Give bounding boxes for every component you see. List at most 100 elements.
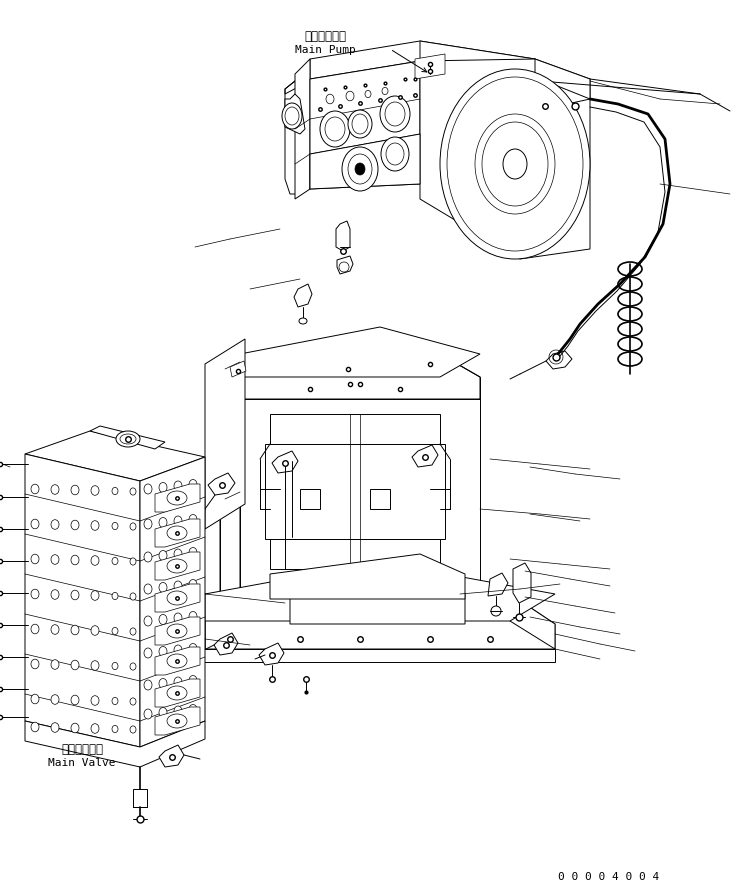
Ellipse shape bbox=[31, 485, 39, 494]
Ellipse shape bbox=[159, 615, 167, 625]
Ellipse shape bbox=[31, 625, 39, 634]
Polygon shape bbox=[460, 400, 480, 607]
Ellipse shape bbox=[189, 480, 197, 490]
Ellipse shape bbox=[130, 558, 136, 566]
Ellipse shape bbox=[159, 646, 167, 657]
Polygon shape bbox=[240, 327, 480, 377]
Ellipse shape bbox=[91, 661, 99, 670]
Polygon shape bbox=[155, 485, 200, 512]
Ellipse shape bbox=[189, 515, 197, 525]
Polygon shape bbox=[510, 595, 555, 649]
Polygon shape bbox=[140, 458, 205, 747]
Ellipse shape bbox=[130, 523, 136, 530]
Ellipse shape bbox=[71, 520, 79, 530]
Ellipse shape bbox=[51, 695, 59, 704]
Polygon shape bbox=[155, 618, 200, 645]
Polygon shape bbox=[420, 60, 590, 260]
Ellipse shape bbox=[174, 678, 182, 687]
Polygon shape bbox=[214, 633, 238, 655]
Polygon shape bbox=[290, 574, 465, 624]
Polygon shape bbox=[240, 400, 480, 595]
Ellipse shape bbox=[159, 483, 167, 493]
Ellipse shape bbox=[189, 644, 197, 654]
Polygon shape bbox=[175, 649, 555, 662]
Polygon shape bbox=[270, 539, 440, 569]
Ellipse shape bbox=[159, 583, 167, 593]
Ellipse shape bbox=[174, 645, 182, 655]
Polygon shape bbox=[285, 95, 305, 135]
Polygon shape bbox=[205, 562, 555, 621]
Ellipse shape bbox=[440, 70, 590, 260]
Polygon shape bbox=[155, 707, 200, 735]
Polygon shape bbox=[175, 595, 205, 662]
Ellipse shape bbox=[320, 112, 350, 148]
Ellipse shape bbox=[174, 517, 182, 527]
Ellipse shape bbox=[365, 91, 371, 98]
Ellipse shape bbox=[51, 590, 59, 600]
Text: Main Pump: Main Pump bbox=[294, 45, 356, 55]
Ellipse shape bbox=[71, 591, 79, 600]
Ellipse shape bbox=[112, 697, 118, 704]
Polygon shape bbox=[310, 62, 420, 190]
Polygon shape bbox=[535, 60, 590, 100]
Ellipse shape bbox=[71, 626, 79, 635]
Ellipse shape bbox=[91, 626, 99, 636]
Polygon shape bbox=[370, 489, 390, 510]
Polygon shape bbox=[133, 789, 147, 807]
Polygon shape bbox=[295, 60, 310, 199]
Ellipse shape bbox=[51, 520, 59, 530]
Ellipse shape bbox=[91, 591, 99, 601]
Ellipse shape bbox=[174, 706, 182, 716]
Ellipse shape bbox=[159, 518, 167, 528]
Polygon shape bbox=[300, 489, 320, 510]
Polygon shape bbox=[270, 415, 440, 444]
Ellipse shape bbox=[174, 613, 182, 623]
Ellipse shape bbox=[382, 89, 388, 96]
Polygon shape bbox=[205, 595, 555, 649]
Ellipse shape bbox=[116, 432, 140, 448]
Ellipse shape bbox=[475, 114, 555, 215]
Polygon shape bbox=[488, 573, 508, 596]
Text: Main Valve: Main Valve bbox=[48, 757, 116, 767]
Ellipse shape bbox=[71, 555, 79, 565]
Ellipse shape bbox=[31, 722, 39, 732]
Ellipse shape bbox=[91, 556, 99, 566]
Polygon shape bbox=[310, 42, 535, 80]
Ellipse shape bbox=[144, 485, 152, 494]
Ellipse shape bbox=[167, 560, 187, 573]
Text: メインバルブ: メインバルブ bbox=[61, 742, 103, 755]
Ellipse shape bbox=[51, 485, 59, 494]
Ellipse shape bbox=[167, 591, 187, 605]
Polygon shape bbox=[420, 42, 535, 78]
Ellipse shape bbox=[71, 723, 79, 733]
Ellipse shape bbox=[346, 92, 354, 102]
Ellipse shape bbox=[381, 138, 409, 172]
Ellipse shape bbox=[91, 696, 99, 705]
Ellipse shape bbox=[51, 723, 59, 732]
Polygon shape bbox=[272, 451, 298, 474]
Ellipse shape bbox=[380, 97, 410, 133]
Polygon shape bbox=[230, 361, 246, 377]
Ellipse shape bbox=[51, 625, 59, 635]
Ellipse shape bbox=[130, 628, 136, 636]
Ellipse shape bbox=[112, 628, 118, 635]
Ellipse shape bbox=[144, 585, 152, 595]
Ellipse shape bbox=[112, 558, 118, 565]
Ellipse shape bbox=[167, 654, 187, 668]
Ellipse shape bbox=[189, 676, 197, 686]
Ellipse shape bbox=[159, 551, 167, 561]
Polygon shape bbox=[412, 445, 438, 468]
Ellipse shape bbox=[299, 318, 307, 325]
Polygon shape bbox=[208, 474, 235, 495]
Ellipse shape bbox=[130, 663, 136, 670]
Polygon shape bbox=[310, 135, 420, 190]
Polygon shape bbox=[240, 355, 480, 400]
Ellipse shape bbox=[326, 95, 334, 105]
Ellipse shape bbox=[189, 704, 197, 714]
Ellipse shape bbox=[91, 521, 99, 531]
Polygon shape bbox=[155, 552, 200, 580]
Ellipse shape bbox=[91, 486, 99, 496]
Polygon shape bbox=[155, 679, 200, 707]
Polygon shape bbox=[159, 746, 184, 767]
Ellipse shape bbox=[144, 680, 152, 690]
